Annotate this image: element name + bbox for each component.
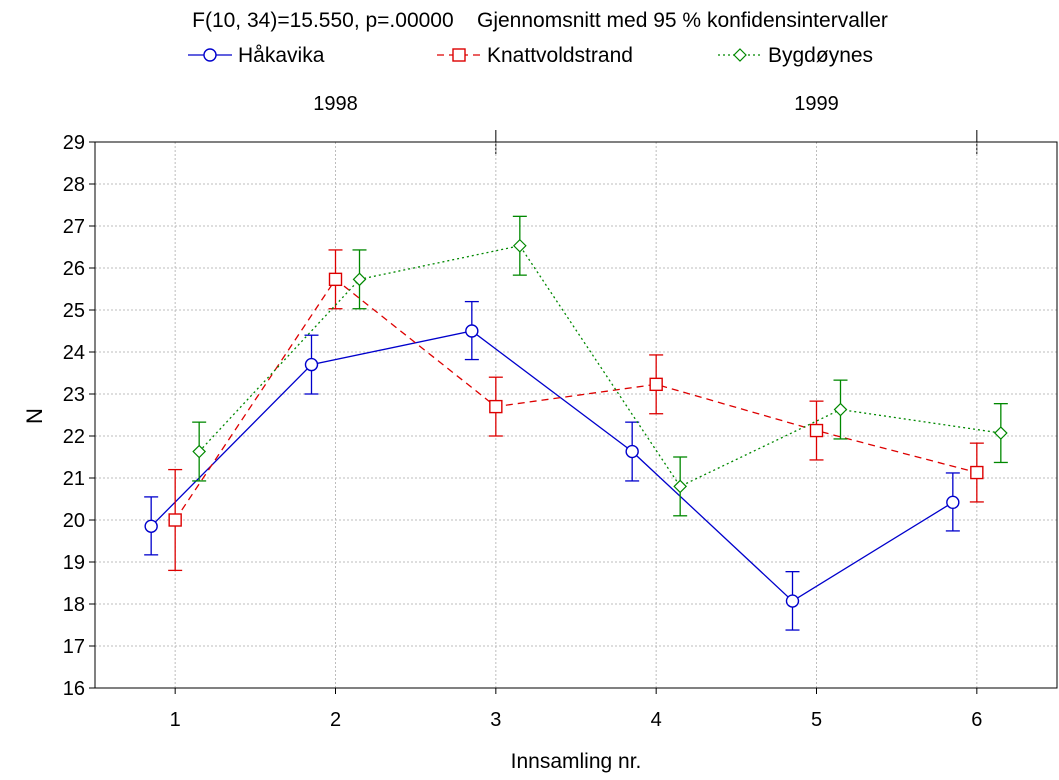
year-label: 1999 [794,93,839,115]
data-point [809,423,824,438]
y-tick-label: 22 [63,426,85,448]
y-tick-label: 26 [63,258,85,280]
data-point [946,495,960,510]
data-point [192,444,207,459]
data-point [352,272,367,287]
y-tick-label: 24 [63,342,85,364]
legend-label: Håkavika [238,44,325,67]
series-0 [144,300,960,631]
legend-label: Knattvoldstrand [487,44,633,67]
x-axis-label: Innsamling nr. [511,750,642,773]
chart-title: F(10, 34)=15.550, p=.00000 Gjennomsnitt … [192,9,888,32]
x-tick-label: 6 [971,709,982,731]
data-point [512,238,527,253]
y-tick-label: 16 [63,678,85,700]
data-point [465,324,479,338]
data-point [970,465,984,480]
series-2 [192,215,1008,517]
data-point [673,479,688,494]
data-point [649,377,663,392]
legend: Håkavika Knattvoldstrand Bygdøynes [188,44,873,67]
y-tick-label: 21 [63,468,85,490]
data-point [993,426,1008,440]
y-tick-label: 29 [63,132,85,154]
y-axis: 16 17 18 19 20 21 22 23 24 25 26 27 28 29 [63,132,95,700]
y-axis-label: N [22,408,47,424]
data-point [833,402,848,417]
y-tick-label: 28 [63,174,85,196]
plot-frame [94,141,1058,689]
y-tick-label: 23 [63,384,85,406]
x-tick-label: 4 [651,709,662,731]
data-point [328,272,343,287]
data-point [168,513,182,527]
year-label: 1998 [313,93,358,115]
data-point [144,519,158,533]
series-1 [168,249,984,572]
data-point [785,594,800,608]
x-axis: 1 2 3 4 5 6 [170,688,982,731]
y-tick-label: 18 [63,594,85,616]
x-tick-label: 3 [490,709,501,731]
grid [95,142,1057,688]
year-labels: 1998 1999 [313,93,978,154]
data-point [304,357,319,372]
series-line [150,330,954,602]
y-tick-label: 25 [63,300,85,322]
series-line [174,278,977,521]
x-tick-label: 1 [170,709,181,731]
legend-marker [733,48,747,62]
legend-marker [203,48,217,62]
x-tick-label: 2 [330,709,341,731]
y-tick-label: 27 [63,216,85,238]
y-tick-label: 17 [63,636,85,658]
legend-label: Bygdøynes [768,44,873,67]
legend-marker [452,48,466,62]
x-tick-label: 5 [811,709,822,731]
y-tick-label: 20 [63,510,85,532]
data-point [625,444,639,459]
series-line [198,245,1001,488]
data-point [489,399,503,414]
y-tick-label: 19 [63,552,85,574]
series-layer [144,215,1008,631]
